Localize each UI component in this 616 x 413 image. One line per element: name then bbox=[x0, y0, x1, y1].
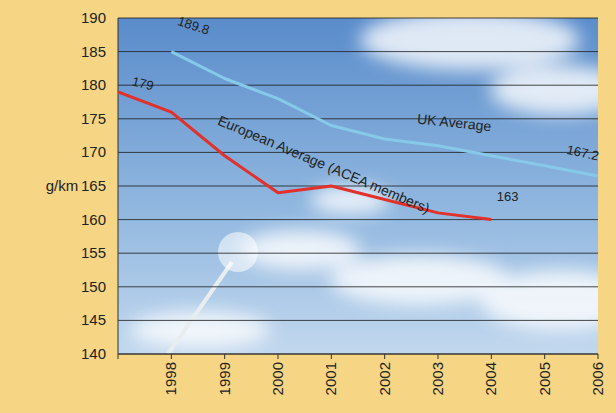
cloud bbox=[240, 230, 360, 270]
grid-line bbox=[118, 286, 598, 287]
x-tick bbox=[331, 354, 332, 359]
cloud bbox=[130, 312, 270, 348]
x-tick-label: 2002 bbox=[376, 362, 393, 395]
y-tick-label: 185 bbox=[81, 43, 106, 60]
chart-container: 140 145 150 155 160 165 170 175 180 185 190 g/km 199… bbox=[0, 0, 616, 413]
annotation: 179 bbox=[131, 74, 156, 94]
y-tick-label: 170 bbox=[81, 143, 106, 160]
x-tick-label: 2004 bbox=[482, 362, 499, 395]
grid-line bbox=[118, 152, 598, 153]
y-tick-label: 150 bbox=[81, 278, 106, 295]
x-tick-label: 1999 bbox=[216, 362, 233, 395]
grid-line bbox=[118, 85, 598, 86]
y-tick-label: 180 bbox=[81, 76, 106, 93]
annotation: 189.8 bbox=[176, 13, 212, 37]
lines bbox=[118, 52, 598, 220]
dandelion-stem bbox=[168, 262, 232, 354]
dandelion-head bbox=[218, 232, 258, 272]
x-tick-label: 2000 bbox=[269, 362, 286, 395]
y-tick-label: 190 bbox=[81, 9, 106, 26]
grid-line bbox=[118, 320, 598, 321]
clouds bbox=[130, 18, 598, 348]
x-tick bbox=[598, 354, 599, 359]
x-tick bbox=[384, 354, 385, 359]
grid-line bbox=[118, 51, 598, 52]
y-axis bbox=[118, 18, 119, 354]
series-line bbox=[171, 52, 598, 176]
grid-line bbox=[118, 354, 598, 355]
annotation: 163 bbox=[497, 189, 519, 204]
x-tick bbox=[224, 354, 225, 359]
x-tick-label: 1998 bbox=[162, 362, 179, 395]
cloud bbox=[360, 18, 580, 70]
x-tick-label: 2006 bbox=[589, 362, 606, 395]
x-tick-label: 2001 bbox=[322, 362, 339, 395]
grid-line bbox=[118, 219, 598, 220]
y-tick-label: 165 bbox=[81, 177, 106, 194]
series-label: UK Average bbox=[416, 111, 492, 135]
y-tick-label: 145 bbox=[81, 311, 106, 328]
x-tick bbox=[438, 354, 439, 359]
y-tick-label: 160 bbox=[81, 211, 106, 228]
x-tick bbox=[278, 354, 279, 359]
x-tick-label: 2003 bbox=[429, 362, 446, 395]
cloud bbox=[490, 65, 598, 115]
y-tick-label: 175 bbox=[81, 110, 106, 127]
y-axis-title: g/km bbox=[46, 177, 79, 194]
series-label: European Average (ACEA members) bbox=[215, 112, 432, 216]
y-tick-label: 155 bbox=[81, 244, 106, 261]
grid-line bbox=[118, 253, 598, 254]
grid-line bbox=[118, 118, 598, 119]
x-tick-label: 2005 bbox=[536, 362, 553, 395]
annotation: 167.2 bbox=[565, 142, 600, 163]
x-tick bbox=[171, 354, 172, 359]
x-tick bbox=[491, 354, 492, 359]
cloud bbox=[480, 270, 598, 330]
x-tick bbox=[118, 354, 119, 359]
x-tick bbox=[544, 354, 545, 359]
chart-svg: 140 145 150 155 160 165 170 175 180 185 190 g/km 199… bbox=[0, 0, 616, 413]
y-tick-label: 140 bbox=[81, 345, 106, 362]
x-axis bbox=[118, 354, 598, 355]
